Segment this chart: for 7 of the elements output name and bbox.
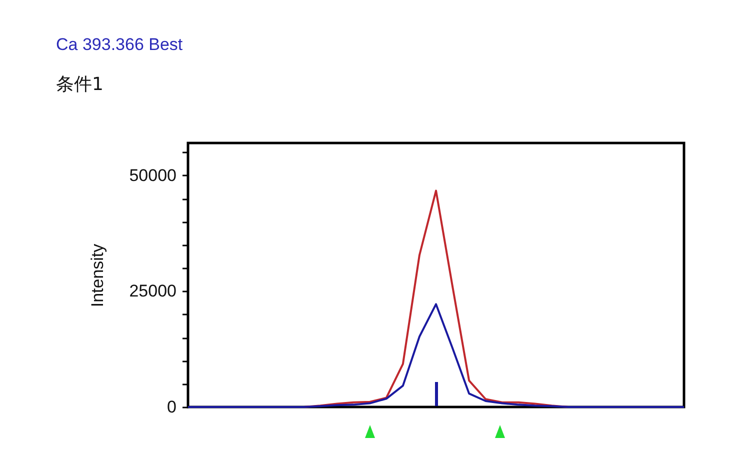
y-axis-title: Intensity [88,243,108,308]
y-tick-label: 0 [167,398,176,416]
y-tick-label: 50000 [129,166,176,185]
line-series [187,303,685,408]
y-tick-label: 25000 [129,282,176,301]
chart-title: Ca 393.366 Best [56,35,183,54]
chart-subtitle: 条件1 [56,74,104,95]
